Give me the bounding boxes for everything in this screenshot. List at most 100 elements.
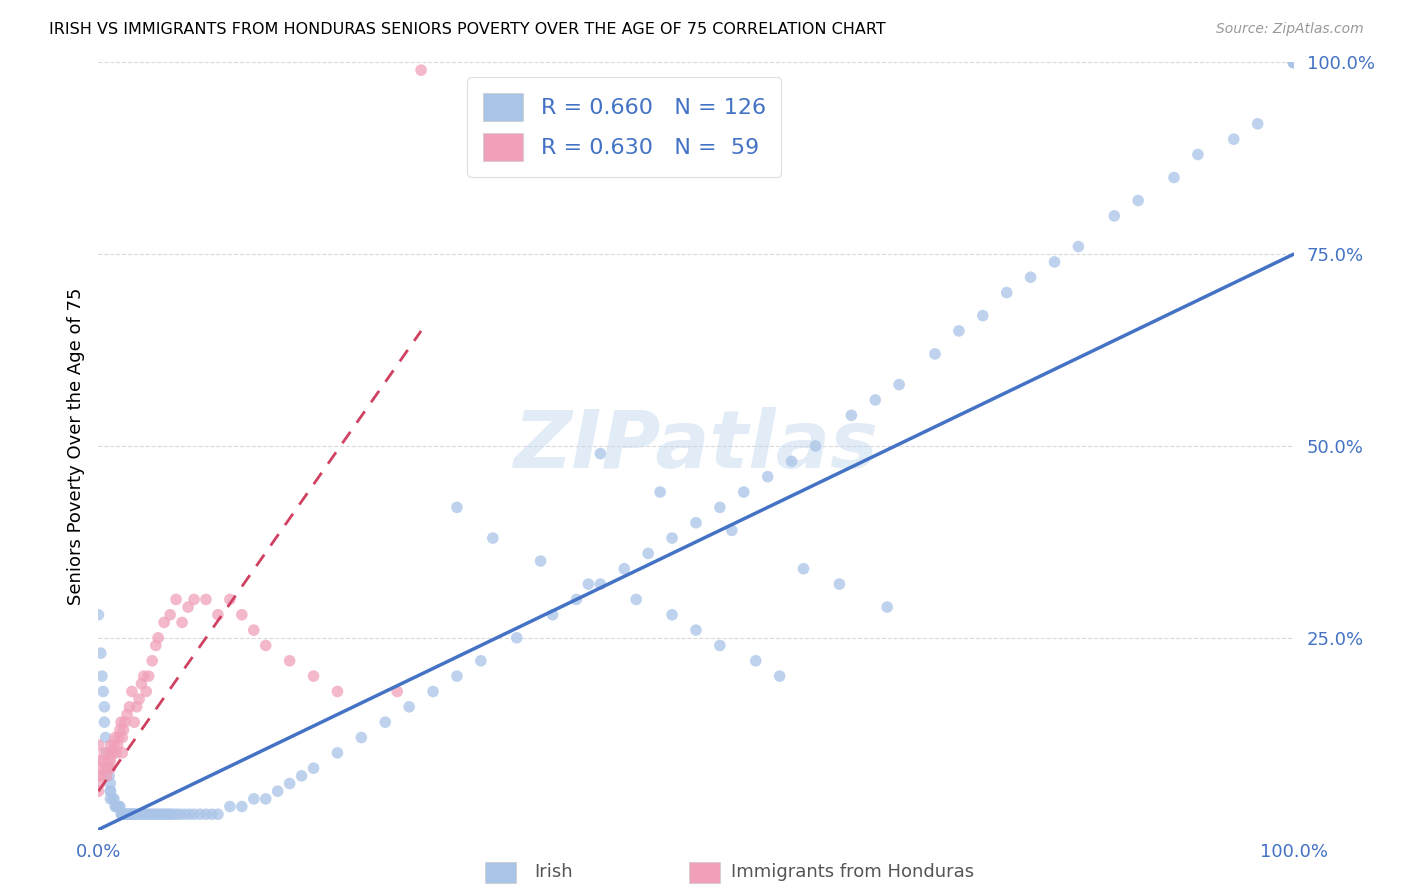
Point [1282, 55, 1305, 70]
Point [159, 607, 181, 622]
Point [326, 684, 349, 698]
Point [530, 554, 553, 568]
Point [101, 792, 124, 806]
Point [103, 792, 125, 806]
Point [169, 807, 191, 822]
Point [105, 746, 128, 760]
Point [661, 531, 683, 545]
Point [87, 784, 110, 798]
Point [114, 715, 136, 730]
Point [183, 592, 205, 607]
Point [446, 669, 468, 683]
Point [756, 469, 779, 483]
Point [110, 807, 132, 822]
Point [243, 792, 266, 806]
Point [111, 731, 134, 745]
Point [93, 746, 115, 760]
Point [139, 807, 162, 822]
Point [889, 377, 911, 392]
Point [685, 516, 707, 530]
Point [179, 807, 201, 822]
Point [278, 654, 301, 668]
Point [132, 669, 155, 683]
Point [117, 807, 139, 822]
Point [254, 639, 277, 653]
Point [98, 761, 122, 775]
Point [125, 699, 148, 714]
Point [780, 454, 803, 468]
Point [411, 63, 433, 78]
Point [876, 600, 898, 615]
Point [110, 715, 132, 730]
Point [91, 761, 114, 775]
Point [103, 738, 125, 752]
Point [1187, 147, 1209, 161]
Point [302, 669, 325, 683]
Point [565, 592, 588, 607]
Point [98, 754, 121, 768]
Point [112, 807, 135, 822]
Point [107, 799, 129, 814]
Point [589, 577, 612, 591]
Point [188, 807, 211, 822]
Point [828, 577, 851, 591]
Point [135, 807, 157, 822]
Point [183, 807, 205, 822]
Point [111, 807, 134, 822]
Point [1247, 117, 1270, 131]
Point [613, 562, 636, 576]
Point [98, 746, 122, 760]
Point [1067, 239, 1090, 253]
Text: IRISH VS IMMIGRANTS FROM HONDURAS SENIORS POVERTY OVER THE AGE OF 75 CORRELATION: IRISH VS IMMIGRANTS FROM HONDURAS SENIOR… [49, 22, 886, 37]
Point [177, 600, 200, 615]
Point [1282, 55, 1305, 70]
Point [637, 546, 659, 560]
Point [172, 615, 194, 630]
Point [97, 761, 120, 775]
Text: Source: ZipAtlas.com: Source: ZipAtlas.com [1216, 22, 1364, 37]
Point [124, 807, 146, 822]
Point [207, 607, 229, 622]
Point [733, 485, 755, 500]
Point [219, 592, 242, 607]
Point [90, 646, 112, 660]
Point [1282, 55, 1305, 70]
Point [94, 761, 117, 775]
Point [841, 409, 863, 423]
Point [446, 500, 468, 515]
Point [98, 784, 122, 798]
Point [626, 592, 648, 607]
Point [87, 754, 110, 768]
Point [995, 285, 1018, 300]
Point [804, 439, 827, 453]
Point [1019, 270, 1042, 285]
Point [201, 807, 224, 822]
Point [865, 392, 887, 407]
Point [132, 807, 155, 822]
Point [120, 807, 142, 822]
Point [97, 761, 120, 775]
Point [93, 699, 115, 714]
Point [155, 807, 177, 822]
Point [506, 631, 529, 645]
Point [302, 761, 325, 775]
Point [131, 677, 153, 691]
Point [93, 715, 115, 730]
Point [124, 807, 146, 822]
Point [326, 746, 349, 760]
Point [398, 699, 420, 714]
Point [98, 784, 122, 798]
Point [141, 654, 163, 668]
Point [98, 738, 122, 752]
Point [768, 669, 790, 683]
Point [145, 807, 167, 822]
Point [89, 776, 111, 790]
Point [156, 807, 179, 822]
Point [162, 807, 184, 822]
Point [98, 769, 121, 783]
Point [195, 592, 218, 607]
Point [121, 684, 143, 698]
Point [231, 799, 253, 814]
Point [91, 669, 114, 683]
Point [470, 654, 492, 668]
